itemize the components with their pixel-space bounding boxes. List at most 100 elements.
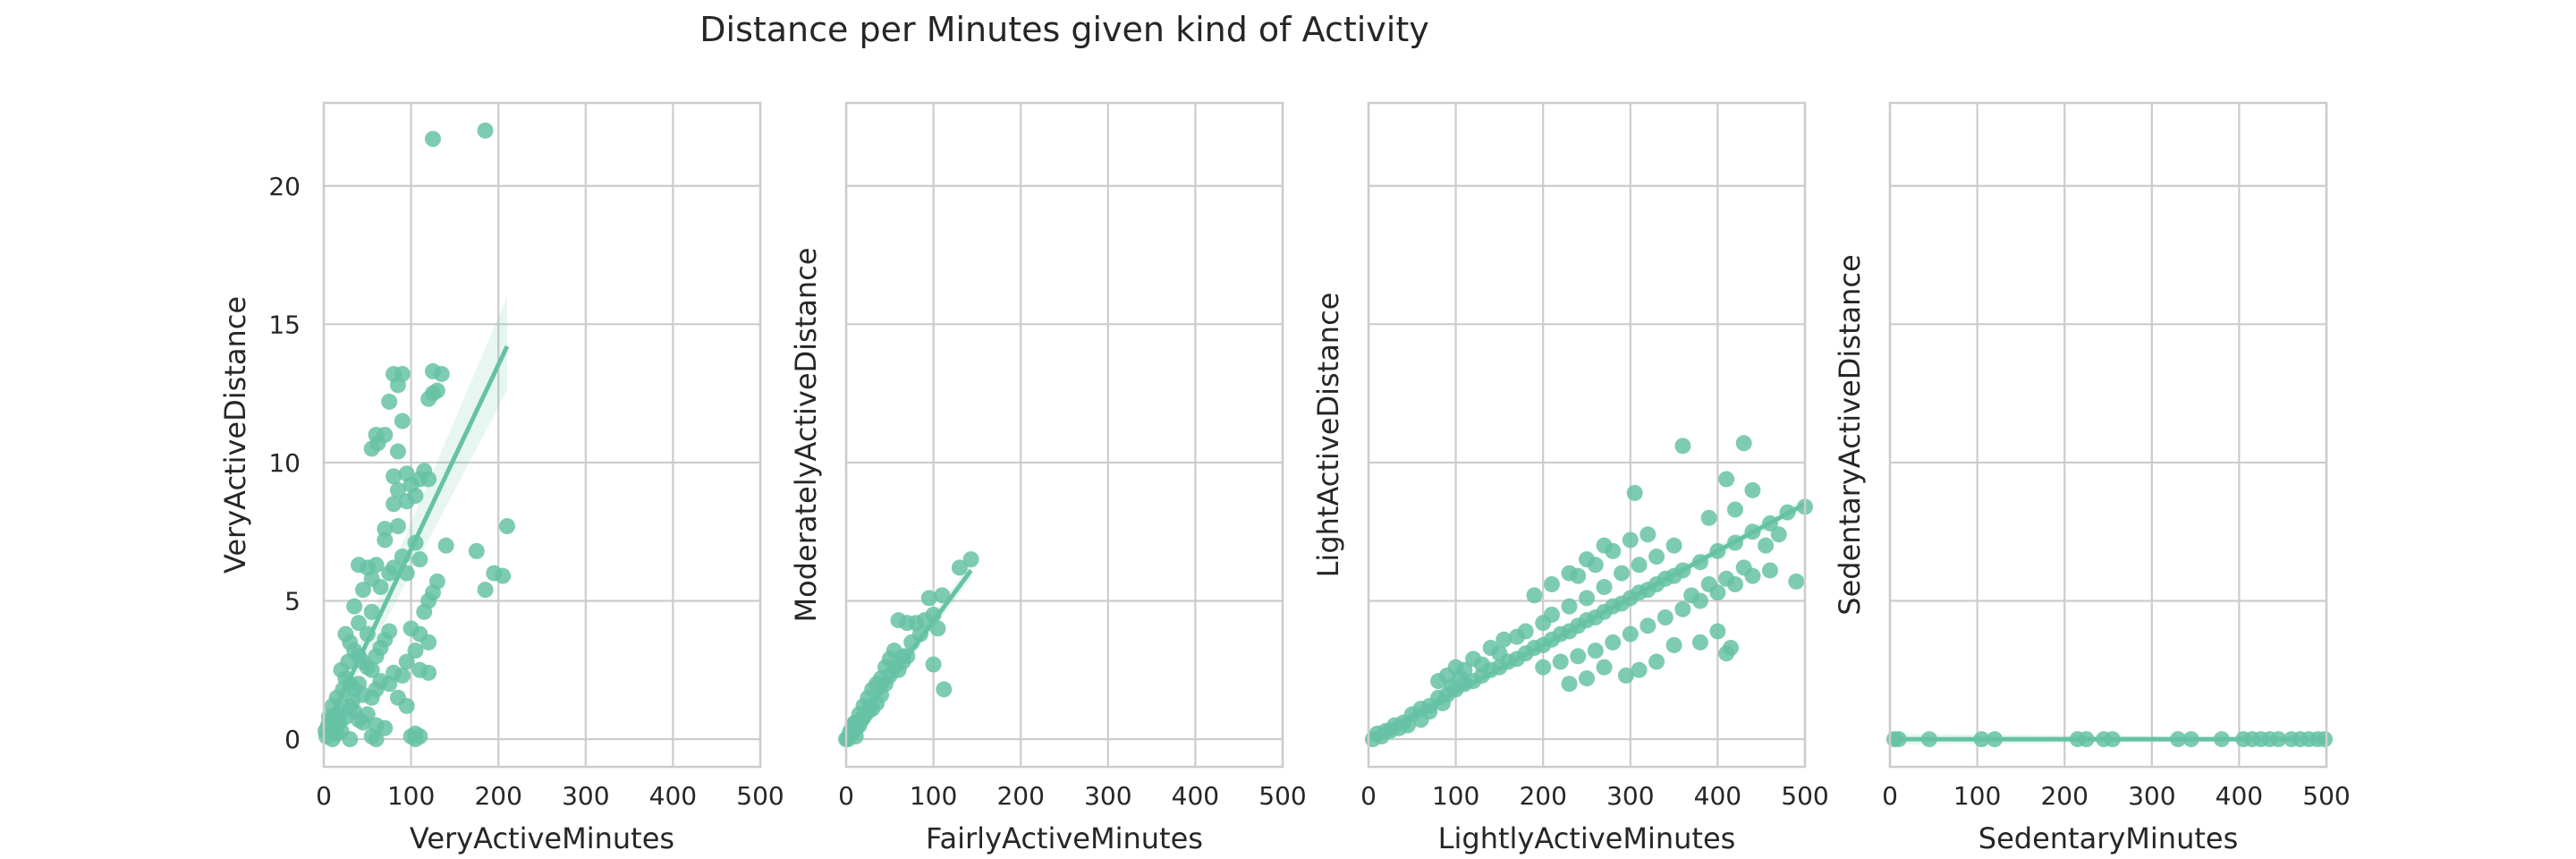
data-point [386, 468, 402, 485]
x-tick-label: 200 [1519, 781, 1566, 811]
x-axis-label: VeryActiveMinutes [410, 821, 674, 855]
data-point [411, 551, 428, 568]
data-point [1622, 532, 1639, 549]
x-tick-label: 0 [1360, 781, 1377, 811]
data-point [936, 681, 953, 698]
data-point [1543, 606, 1560, 623]
data-point [1617, 667, 1634, 684]
x-tick-label: 400 [1172, 781, 1219, 811]
data-point [1517, 623, 1534, 640]
subplot-1: 0 100 200 300 400 500 0 5 10 15 20 VeryActiveMinute… [218, 101, 784, 855]
data-point [437, 537, 454, 554]
data-point [1626, 484, 1643, 501]
y-axis-label: SedentaryActiveDistance [1833, 254, 1867, 615]
data-point [929, 620, 946, 637]
data-point [1726, 501, 1743, 518]
data-point [1657, 609, 1674, 626]
data-point [1596, 537, 1613, 554]
data-point [363, 661, 380, 678]
data-point [1570, 648, 1587, 665]
data-point [1700, 509, 1717, 526]
data-point [407, 725, 424, 742]
x-tick-label: 400 [649, 781, 697, 811]
data-point [1614, 565, 1631, 582]
data-point [344, 692, 361, 709]
data-point [1735, 435, 1752, 452]
data-point [398, 697, 415, 714]
x-tick-label: 300 [1606, 781, 1654, 811]
data-point [342, 731, 359, 748]
x-tick-label: 100 [1432, 781, 1479, 811]
data-point [1718, 570, 1735, 587]
data-point [951, 559, 968, 576]
x-tick-label: 100 [910, 781, 957, 811]
x-tick-label: 0 [838, 781, 854, 811]
data-point [498, 518, 515, 535]
data-point [1758, 537, 1775, 554]
regression-line [321, 344, 510, 735]
data-point [1761, 562, 1778, 579]
data-point [369, 435, 386, 452]
data-point [1648, 549, 1665, 566]
data-point [1561, 676, 1578, 693]
data-point [1473, 656, 1490, 673]
data-point [407, 642, 424, 659]
data-point [1596, 659, 1613, 676]
data-point [1596, 579, 1613, 596]
data-point [368, 731, 385, 748]
axes-frame [1888, 101, 2328, 769]
y-tick-label: 10 [268, 448, 301, 478]
data-point [1674, 438, 1691, 455]
data-point [386, 496, 402, 513]
subplots: 0 100 200 300 400 500 0 5 10 15 20 VeryActiveMinute… [218, 101, 2351, 855]
data-point [495, 567, 512, 584]
data-point [407, 488, 424, 505]
regression-line [1367, 502, 1807, 742]
data-point [1665, 537, 1682, 554]
data-point [1770, 526, 1787, 543]
data-point [340, 653, 357, 670]
data-point [1674, 600, 1691, 617]
data-point [477, 122, 494, 139]
data-point [925, 656, 942, 673]
axes-frame [322, 101, 762, 769]
data-point [1622, 625, 1639, 642]
data-point [389, 443, 406, 460]
y-axis-label: LightActiveDistance [1311, 293, 1345, 578]
regression-line [843, 569, 973, 741]
x-tick-label: 400 [2216, 781, 2263, 811]
data-point [351, 557, 368, 574]
axes-frame [1367, 101, 1807, 769]
y-tick-label: 15 [268, 310, 301, 339]
data-point [1491, 645, 1508, 662]
data-point [381, 676, 398, 693]
x-tick-label: 500 [2302, 781, 2350, 811]
x-tick-label: 0 [1882, 781, 1898, 811]
data-point [1430, 673, 1447, 690]
data-point [1552, 653, 1569, 670]
data-point [354, 582, 371, 599]
data-point [1587, 642, 1604, 659]
data-point [381, 623, 398, 640]
data-point [1631, 661, 1648, 678]
data-point [1648, 653, 1665, 670]
data-point [934, 587, 951, 604]
x-tick-label: 0 [316, 781, 332, 811]
data-point [389, 481, 406, 498]
x-axis-label: SedentaryMinutes [1979, 821, 2239, 855]
data-point [433, 365, 450, 382]
y-tick-label: 5 [284, 587, 301, 617]
data-point [1718, 471, 1735, 488]
data-point [1640, 526, 1657, 543]
x-tick-label: 400 [1694, 781, 1741, 811]
data-point [1526, 587, 1543, 604]
x-tick-label: 500 [1781, 781, 1828, 811]
data-point [468, 542, 485, 559]
y-tick-label: 20 [268, 172, 301, 201]
data-point [920, 590, 937, 607]
data-point [1691, 634, 1708, 651]
data-point [416, 603, 433, 620]
data-point [1579, 670, 1595, 687]
x-axis-label: FairlyActiveMinutes [926, 821, 1203, 855]
data-point [1683, 587, 1700, 604]
